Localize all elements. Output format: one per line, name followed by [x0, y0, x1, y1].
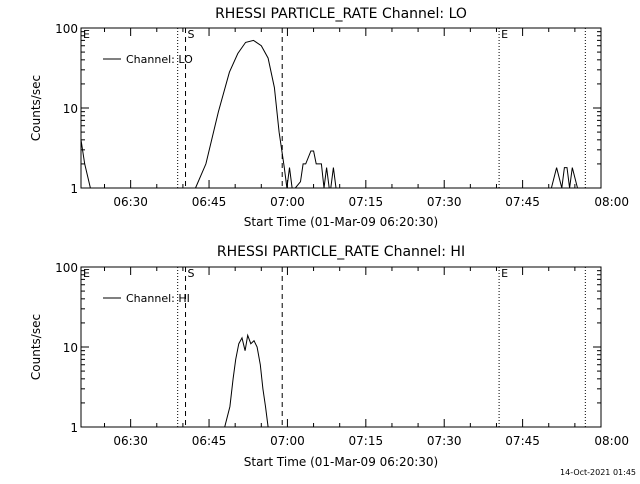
x-tick-label: 06:45	[192, 195, 227, 209]
marker-label: S	[188, 28, 195, 41]
marker-label: E	[83, 28, 90, 41]
y-tick-label: 100	[55, 261, 78, 275]
x-tick-label: 07:30	[427, 195, 462, 209]
series-line	[224, 333, 269, 428]
y-tick-label: 10	[63, 102, 78, 116]
chart-title: RHESSI PARTICLE_RATE Channel: LO	[215, 6, 467, 22]
y-axis-label: Counts/sec	[29, 314, 43, 380]
x-tick-label: 08:00	[594, 434, 629, 448]
x-tick-label: 07:45	[505, 195, 540, 209]
x-tick-label: 07:15	[349, 195, 384, 209]
y-tick-label: 10	[63, 341, 78, 355]
x-tick-label: 07:45	[505, 434, 540, 448]
y-tick-label: 1	[70, 421, 78, 435]
series-line	[80, 39, 583, 189]
x-tick-label: 06:30	[113, 434, 148, 448]
legend-label: Channel: LO	[126, 53, 193, 66]
marker-label: E	[501, 28, 508, 41]
y-axis-label: Counts/sec	[29, 75, 43, 141]
x-tick-label: 06:45	[192, 434, 227, 448]
panel-lo: RHESSI PARTICLE_RATE Channel: LO 06:30 06:…	[29, 6, 629, 229]
x-axis-label: Start Time (01-Mar-09 06:20:30)	[244, 215, 438, 229]
plot-frame	[80, 27, 602, 189]
x-axis-label: Start Time (01-Mar-09 06:20:30)	[244, 455, 438, 469]
legend-label: Channel: HI	[126, 292, 190, 305]
x-tick-label: 07:00	[270, 195, 305, 209]
chart-title: RHESSI PARTICLE_RATE Channel: HI	[217, 244, 465, 260]
x-tick-label: 08:00	[594, 195, 629, 209]
marker-label: S	[188, 267, 195, 280]
x-tick-label: 07:15	[349, 434, 384, 448]
x-tick-label: 06:30	[113, 195, 148, 209]
footer-timestamp: 14-Oct-2021 01:45	[560, 468, 636, 477]
panel-hi: RHESSI PARTICLE_RATE Channel: HI 06:30 06:…	[29, 244, 629, 469]
marker-label: E	[83, 267, 90, 280]
x-tick-label: 07:30	[427, 434, 462, 448]
y-tick-label: 100	[55, 22, 78, 36]
marker-label: E	[501, 267, 508, 280]
y-tick-label: 1	[70, 182, 78, 196]
plot-frame	[80, 266, 602, 428]
x-tick-label: 07:00	[270, 434, 305, 448]
